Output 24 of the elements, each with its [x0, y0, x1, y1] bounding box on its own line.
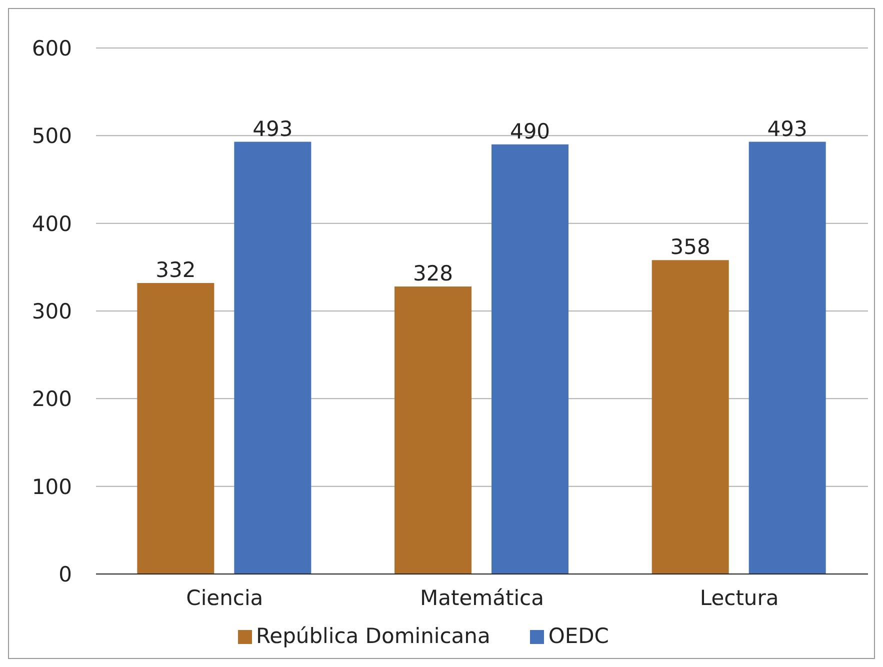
y-tick-label: 300: [32, 299, 72, 324]
data-label: 358: [670, 235, 710, 260]
y-tick-label: 400: [32, 212, 72, 236]
data-label: 328: [412, 261, 454, 286]
legend-label: República Dominicana: [256, 624, 490, 648]
bar: [748, 142, 826, 574]
data-label: 332: [156, 258, 196, 282]
x-tick-label: Matemática: [420, 586, 544, 610]
bar: [234, 142, 312, 574]
bar: [492, 144, 569, 574]
data-label: 490: [510, 119, 550, 144]
x-tick-label: Ciencia: [186, 586, 264, 610]
data-label: 493: [252, 116, 293, 141]
y-tick-label: 500: [32, 124, 72, 148]
data-label: 493: [767, 116, 808, 141]
y-tick-label: 600: [32, 36, 72, 60]
bar: [137, 282, 214, 574]
y-tick-label: 200: [32, 387, 72, 412]
y-tick-label: 0: [58, 562, 72, 586]
bar: [652, 260, 729, 574]
y-tick-label: 100: [32, 474, 72, 499]
legend-label: OEDC: [548, 624, 609, 648]
x-tick-label: Lectura: [700, 586, 779, 610]
bar: [394, 286, 472, 574]
